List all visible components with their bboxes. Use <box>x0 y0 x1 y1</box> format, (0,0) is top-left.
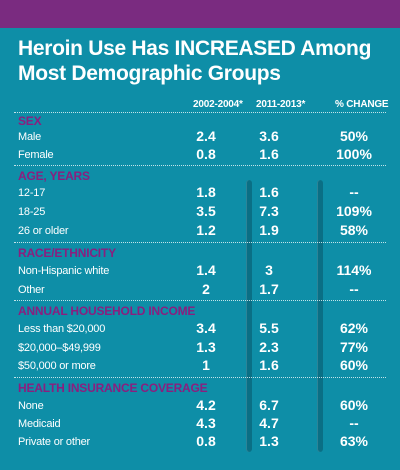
value-percent-change: 100% <box>336 146 372 162</box>
value-percent-change: 77% <box>339 339 369 355</box>
section-heading-income: ANNUAL HOUSEHOLD INCOME <box>18 304 196 318</box>
column-header-percent-change: % CHANGE <box>335 99 389 110</box>
value-2011-2013: 2.3 <box>259 339 279 355</box>
divider-rule <box>14 242 386 243</box>
row-label: 12-17 <box>18 187 46 199</box>
divider-rule <box>14 165 386 166</box>
row-label: Private or other <box>18 436 91 448</box>
value-2002-2004: 1.3 <box>196 339 216 355</box>
value-2002-2004: 3.5 <box>196 203 216 219</box>
value-2011-2013: 1.7 <box>259 281 279 297</box>
value-percent-change: 114% <box>336 262 372 278</box>
value-2011-2013: 7.3 <box>259 203 279 219</box>
row-label: 18-25 <box>18 206 46 218</box>
section-heading-insurance: HEALTH INSURANCE COVERAGE <box>18 381 208 395</box>
value-2002-2004: 1.4 <box>196 262 216 278</box>
divider-rule <box>14 300 386 301</box>
row-label: Male <box>18 131 42 143</box>
top-banner <box>0 0 400 28</box>
section-heading-race-ethnicity: RACE/ETHNICITY <box>18 246 116 260</box>
row-label: None <box>18 400 44 412</box>
row-label: $20,000–$49,999 <box>18 342 101 354</box>
value-percent-change: -- <box>349 281 359 297</box>
value-percent-change: 60% <box>339 357 369 373</box>
divider-rule <box>14 112 386 113</box>
value-2011-2013: 5.5 <box>259 320 279 336</box>
value-2011-2013: 3.6 <box>259 128 279 144</box>
value-2002-2004: 4.3 <box>196 415 216 431</box>
row-label: Non-Hispanic white <box>18 265 110 277</box>
row-label: Female <box>18 149 54 161</box>
value-2002-2004: 1 <box>202 357 210 373</box>
value-2002-2004: 1.8 <box>196 184 216 200</box>
value-2002-2004: 2 <box>202 281 210 297</box>
value-2011-2013: 1.9 <box>259 222 279 238</box>
value-percent-change: 50% <box>339 128 369 144</box>
value-percent-change: 62% <box>339 320 369 336</box>
row-label: Medicaid <box>18 418 61 430</box>
value-2002-2004: 4.2 <box>196 397 216 413</box>
value-2002-2004: 0.8 <box>196 146 216 162</box>
value-percent-change: -- <box>349 184 359 200</box>
value-2011-2013: 3 <box>265 262 273 278</box>
row-label: Other <box>18 284 45 296</box>
divider-rule <box>14 377 386 378</box>
section-heading-age: AGE, YEARS <box>18 169 90 183</box>
row-label: 26 or older <box>18 225 69 237</box>
value-percent-change: -- <box>349 415 359 431</box>
column-divider-bar-right <box>317 180 323 452</box>
column-header-2011-2013: 2011-2013* <box>256 99 306 110</box>
column-divider-bar-left <box>246 180 252 452</box>
value-2011-2013: 1.6 <box>259 146 279 162</box>
value-2011-2013: 1.6 <box>259 357 279 373</box>
value-2002-2004: 1.2 <box>196 222 216 238</box>
value-2002-2004: 0.8 <box>196 433 216 449</box>
value-2002-2004: 3.4 <box>196 320 216 336</box>
value-2011-2013: 1.6 <box>259 184 279 200</box>
page-title: Heroin Use Has INCREASED Among Most Demo… <box>18 37 372 85</box>
value-2011-2013: 4.7 <box>259 415 279 431</box>
row-label: Less than $20,000 <box>18 323 106 335</box>
value-2011-2013: 6.7 <box>259 397 279 413</box>
value-2002-2004: 2.4 <box>196 128 216 144</box>
value-percent-change: 60% <box>339 397 369 413</box>
column-header-2002-2004: 2002-2004* <box>193 99 243 110</box>
section-heading-sex: SEX <box>18 114 42 128</box>
row-label: $50,000 or more <box>18 360 96 372</box>
value-percent-change: 58% <box>339 222 369 238</box>
value-percent-change: 63% <box>339 433 369 449</box>
value-2011-2013: 1.3 <box>259 433 279 449</box>
value-percent-change: 109% <box>336 203 372 219</box>
